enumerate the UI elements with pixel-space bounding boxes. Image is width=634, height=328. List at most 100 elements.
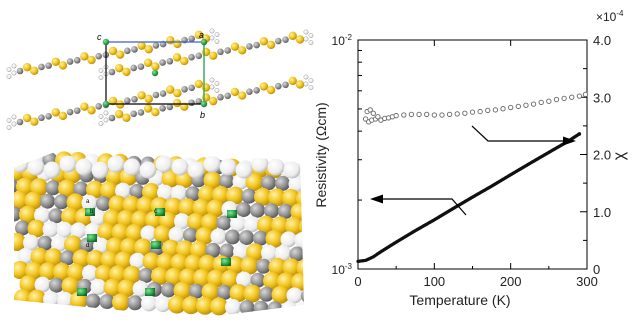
sulfur-atom [14,191,29,209]
carbon-atom [159,105,166,112]
hydrogen-atom [209,35,215,41]
sulfur-atom [296,259,304,277]
hydrogen-atom [56,221,73,238]
hydrogen-atom [308,40,314,45]
hydrogen-atom [82,265,98,281]
sulfur-atom [166,85,175,94]
carbon-atom [185,186,201,202]
carbon-atom [130,110,137,118]
sulfur-atom [308,302,326,320]
hydrogen-atom [75,158,93,176]
hydrogen-atom [123,158,141,176]
sulfur-atom [237,46,247,55]
carbon-atom [275,82,282,90]
data-point [439,112,445,118]
hydrogen-atom [6,118,12,123]
carbon-atom [278,203,293,219]
carbon-atom [282,81,289,89]
sulfur-atom [209,96,218,106]
sulfur-atom [143,58,153,67]
site-label: c [154,209,157,215]
sulfur-atom [44,248,63,267]
hydrogen-atom [308,33,314,38]
sulfur-atom [229,284,248,302]
sulfur-atom [95,264,113,283]
y-right-axis: 0 1.0 2.0 3.0 4.0 [580,33,611,277]
hydrogen-atom [187,161,205,179]
carbon-atom [45,180,61,196]
sulfur-atom [51,108,60,117]
hydrogen-atom [17,248,34,264]
carbon-atom [253,300,269,316]
x-axis-label: Temperature (K) [409,292,510,308]
sulfur-atom [194,79,204,89]
metal-atom [85,208,95,216]
carbon-atom [188,53,195,61]
hydrogen-atom [233,243,249,260]
hydrogen-atom [81,195,98,211]
sulfur-atom [108,46,118,56]
carbon-atom [246,43,253,50]
sulfur-atom [282,258,301,277]
carbon-atom [195,98,203,105]
hydrogen-atom [129,252,146,269]
hydrogen-atom [140,225,157,242]
sulfur-atom [237,91,247,100]
sulfur-atom [64,235,82,254]
hydrogen-atom [23,234,39,251]
sulfur-atom [51,57,60,66]
hydrogen-atom [103,117,109,123]
sulfur-atom [265,229,284,248]
sulfur-atom [27,219,46,238]
carbon-atom [159,90,167,97]
sulfur-atom [100,181,118,200]
data-point [546,98,552,104]
sulfur-atom [243,284,262,303]
y-right-tick-label: 3.0 [593,90,611,105]
hydrogen-atom [235,161,253,179]
y-right-tick-label: 0 [593,262,600,277]
site-label: b [90,209,94,215]
hydrogen-atom [34,207,50,224]
sulfur-atom [24,191,43,210]
sulfur-atom [221,270,239,288]
hydrogen-atom [210,228,227,245]
y-left-tick-label: 10-2 [332,33,353,48]
carbon-atom [152,42,160,49]
sulfur-atom [203,171,222,190]
sulfur-atom [156,253,175,271]
carbon-atom [161,282,176,298]
data-point [454,111,460,117]
cell-label-b: b [200,110,205,120]
plot: 0 100 200 300 10-3 10-2 0 1.0 2.0 3.0 4.0 Temper… [313,9,628,308]
carbon-atom [108,68,116,76]
hydrogen-atom [244,216,260,233]
sulfur-atom [136,196,155,215]
metal-atom [145,288,155,296]
data-point [500,106,506,112]
data-point [492,107,499,113]
x-tick-label: 100 [423,274,445,289]
hydrogen-atom [11,114,17,120]
metal-atom [102,100,110,108]
x-tick-label: 200 [500,274,522,289]
hydrogen-atom [107,155,125,173]
carbon-atom [37,235,53,251]
carbon-atom [259,286,274,302]
sulfur-atom [87,106,96,115]
molecular-chain [98,74,314,126]
carbon-atom [250,272,266,288]
sulfur-atom [151,267,169,285]
plot-frame [357,39,588,270]
sulfur-atom [108,96,118,106]
carbon-atom [239,230,254,246]
sulfur-atom [201,47,211,57]
data-point [561,95,567,102]
unit-cell [102,38,208,108]
annotation-arrows [370,125,576,216]
carbon-atom [124,47,131,55]
carbon-atom [189,283,204,299]
hydrogen-atom [59,155,77,173]
sulfur-atom [195,226,214,245]
